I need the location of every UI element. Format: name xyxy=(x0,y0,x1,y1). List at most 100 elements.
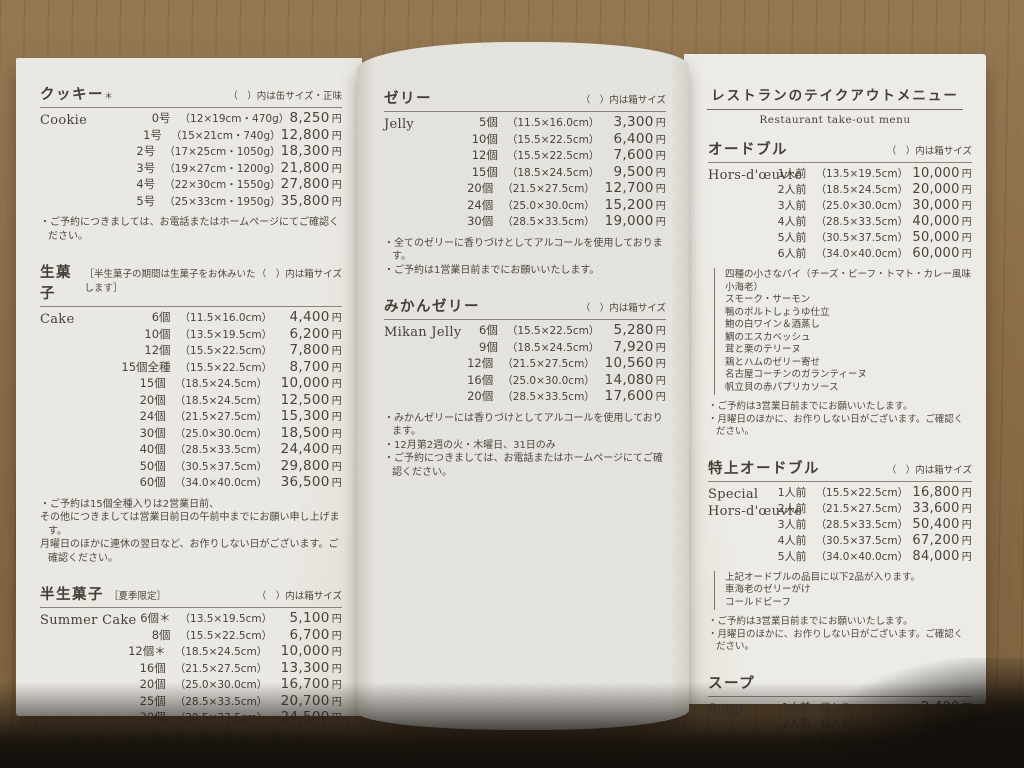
item-price: 19,000 円 xyxy=(604,213,666,231)
item-price: 29,800 円 xyxy=(281,458,342,476)
yen-unit: 円 xyxy=(331,647,342,658)
restaurant-header: レストランのテイクアウトメニュー Restaurant take-out men… xyxy=(684,54,986,128)
yen-unit: 円 xyxy=(331,713,342,724)
trifold-panel-right: レストランのテイクアウトメニュー Restaurant take-out men… xyxy=(684,54,986,768)
menu-row: 20個 （21.5×27.5cm） 12,700 円 xyxy=(384,180,666,198)
item-qty: 1人前 xyxy=(777,485,807,499)
section-notes: ・みかんゼリーには香りづけとしてアルコールを使用しております。 ・12月第2週の火… xyxy=(384,412,666,480)
section-heading: クッキー＊ （ ）内は缶サイズ・正味 xyxy=(40,83,342,108)
item-price: 6,900 円 xyxy=(921,732,972,748)
menu-row: 20個 （18.5×24.5cm） 12,500 円 xyxy=(40,391,342,410)
item-price: 20,700 円 xyxy=(281,693,342,711)
note-line: ・ご予約は1営業日前までにお願いいたします。 xyxy=(384,264,600,276)
price-number: 10,560 xyxy=(604,355,654,371)
item-qty: 4人前 xyxy=(777,533,807,547)
item-size: （19×27cm・1200g） xyxy=(164,162,281,175)
menu-row: 12個＊ （18.5×24.5cm） 10,000 円 xyxy=(40,643,342,661)
item-size: （25.0×30.0cm） xyxy=(502,199,595,212)
yen-unit: 円 xyxy=(961,702,972,714)
dish-item: 鶏とハムのゼリー寄せ xyxy=(725,356,821,368)
price-number: 19,000 xyxy=(604,213,654,229)
price-number: 7,800 xyxy=(289,342,330,358)
price-number: 2,400 xyxy=(920,699,960,715)
price-number: 36,500 xyxy=(280,474,330,490)
menu-row: 0号 （12×19cm・470g） 8,250 円 xyxy=(40,110,342,128)
item-size: （34.0×40.0cm） xyxy=(174,477,268,489)
price-number: 12,500 xyxy=(280,391,330,408)
menu-row: 5人前 （34.0×40.0cm） 84,000 円 xyxy=(708,549,972,565)
item-qty: 60個 xyxy=(139,475,166,489)
yen-unit: 円 xyxy=(655,326,666,337)
yen-unit: 円 xyxy=(961,201,972,212)
item-qty: 3人前 xyxy=(777,517,807,531)
dish-item: 車海老のゼリーがけ xyxy=(725,584,811,595)
dish-item: 茸と栗のテリーヌ xyxy=(725,344,802,355)
price-number: 50,000 xyxy=(912,230,960,245)
item-price: 5,280 円 xyxy=(614,322,666,340)
menu-row: 2人前 （21.5×27.5cm） 33,600 円 xyxy=(708,501,972,517)
price-number: 3,300 xyxy=(613,114,654,130)
section-name-en: Mikan Jelly xyxy=(384,325,462,340)
item-size: （21.5×27.5cm） xyxy=(502,358,595,370)
item-qty: 24個 xyxy=(467,197,494,212)
item-qty: 2人前 xyxy=(777,501,807,515)
item-price: 40,000 円 xyxy=(912,214,972,230)
menu-row: 6個＊ （13.5×19.5cm） 5,100 円 xyxy=(40,610,342,628)
item-qty: 12個＊ xyxy=(128,644,166,658)
yen-unit: 円 xyxy=(331,680,342,691)
item-price: 7,920 円 xyxy=(614,339,666,357)
yen-unit: 円 xyxy=(655,217,666,228)
item-qty: 6人前 xyxy=(777,247,807,260)
yen-unit: 円 xyxy=(331,461,342,473)
price-number: 7,600 xyxy=(613,147,654,163)
item-price: 15,300 円 xyxy=(281,408,342,426)
menu-row: 5人前 （30.5×37.5cm） 50,000 円 xyxy=(708,230,972,246)
item-price: 6,700 円 xyxy=(289,626,342,645)
menu-row: 50個 （30.5×37.5cm） 29,800 円 xyxy=(40,458,342,476)
price-number: 84,000 xyxy=(912,548,960,564)
section-name-en: Hors-d'œuvre xyxy=(708,168,803,183)
section-notes: ・コンソメスープまたは季節のスープ・ご予約は3営業日前までにお願いいたします。・… xyxy=(708,754,972,768)
yen-unit: 円 xyxy=(655,200,666,212)
section-notes: ・ご予約は15個全種入りは2営業日前、 その他につきましては営業日前日の午前中まで… xyxy=(40,498,342,566)
item-size: （18.5×24.5cm） xyxy=(815,184,909,196)
section-name-en: Summer Cake xyxy=(40,613,137,628)
note-line: ・月曜日のほかに、お作りしない日がございます。ご確認ください。 xyxy=(708,628,964,653)
yen-unit: 円 xyxy=(655,392,666,403)
menu-row: 16個 （21.5×27.5cm） 13,300 円 xyxy=(40,660,342,678)
price-number: 4,400 xyxy=(289,309,330,325)
note-line: ・半生菓子6個・12個は発送可能な鮮度保持剤入り密封包装もございます。 xyxy=(40,733,340,759)
price-number: 16,700 xyxy=(280,676,330,692)
item-qty: 15個 xyxy=(471,164,498,179)
item-size: （18.5×24.5cm） xyxy=(506,341,600,354)
item-price: 10,560 円 xyxy=(604,355,666,373)
item-size: （25.0×30.0cm） xyxy=(174,427,268,440)
item-size: （15×21cm・740g） xyxy=(170,129,281,142)
item-qty: 2人前 xyxy=(777,183,807,196)
price-number: 5,100 xyxy=(289,610,330,626)
yen-unit: 円 xyxy=(331,313,342,324)
menu-row: 2人前 （18.5×24.5cm） 20,000 円 xyxy=(708,182,972,198)
yen-unit: 円 xyxy=(331,379,342,390)
item-size: （11.5×16.0cm） xyxy=(179,312,273,324)
section-notes: ・全てのゼリーに香りづけとしてアルコールを使用しております。 ・ご予約は1営業日前… xyxy=(384,237,666,278)
section-name-en: Jelly xyxy=(384,117,415,132)
menu-row: 6個 （11.5×16.0cm） 4,400 円 xyxy=(40,309,342,327)
price-number: 60,000 xyxy=(912,246,960,261)
item-size: （21.5×27.5cm） xyxy=(815,502,909,515)
price-number: 10,000 xyxy=(280,643,330,659)
menu-row: 30個 （28.5×33.5cm） 19,000 円 xyxy=(384,213,666,231)
section-title-jp: 生菓子 xyxy=(40,265,72,302)
price-number: 6,700 xyxy=(289,626,330,643)
item-price: 4,400 円 xyxy=(289,309,342,327)
menu-row: 2号 （17×25cm・1050g） 18,300 円 xyxy=(40,143,342,161)
price-number: 18,500 xyxy=(280,424,330,441)
item-size: （15.5×22.5cm） xyxy=(506,150,600,162)
item-qty: 2人前 xyxy=(781,716,811,730)
item-qty: 16個 xyxy=(467,372,494,387)
item-qty: 30個 xyxy=(139,710,166,724)
section-name-en: Special Hors-d'œuvre xyxy=(708,486,803,519)
yen-unit: 円 xyxy=(655,184,666,195)
item-price: 16,800 円 xyxy=(912,485,972,501)
